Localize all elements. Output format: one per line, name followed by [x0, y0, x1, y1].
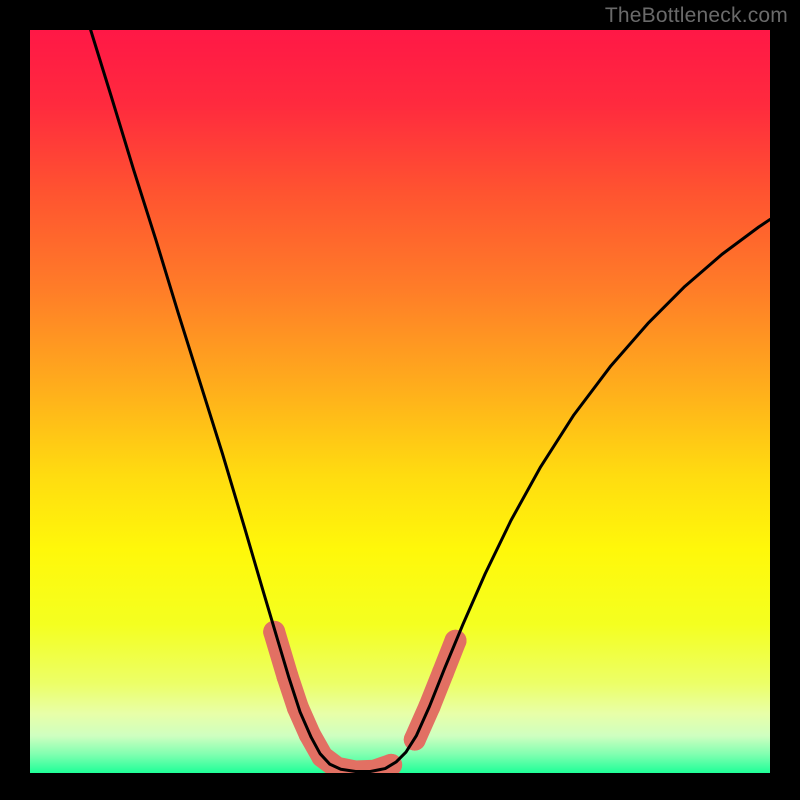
chart-plot-area: [30, 30, 770, 773]
bottleneck-curve: [91, 30, 770, 772]
chart-curve-layer: [30, 30, 770, 773]
watermark-text: TheBottleneck.com: [605, 4, 788, 28]
